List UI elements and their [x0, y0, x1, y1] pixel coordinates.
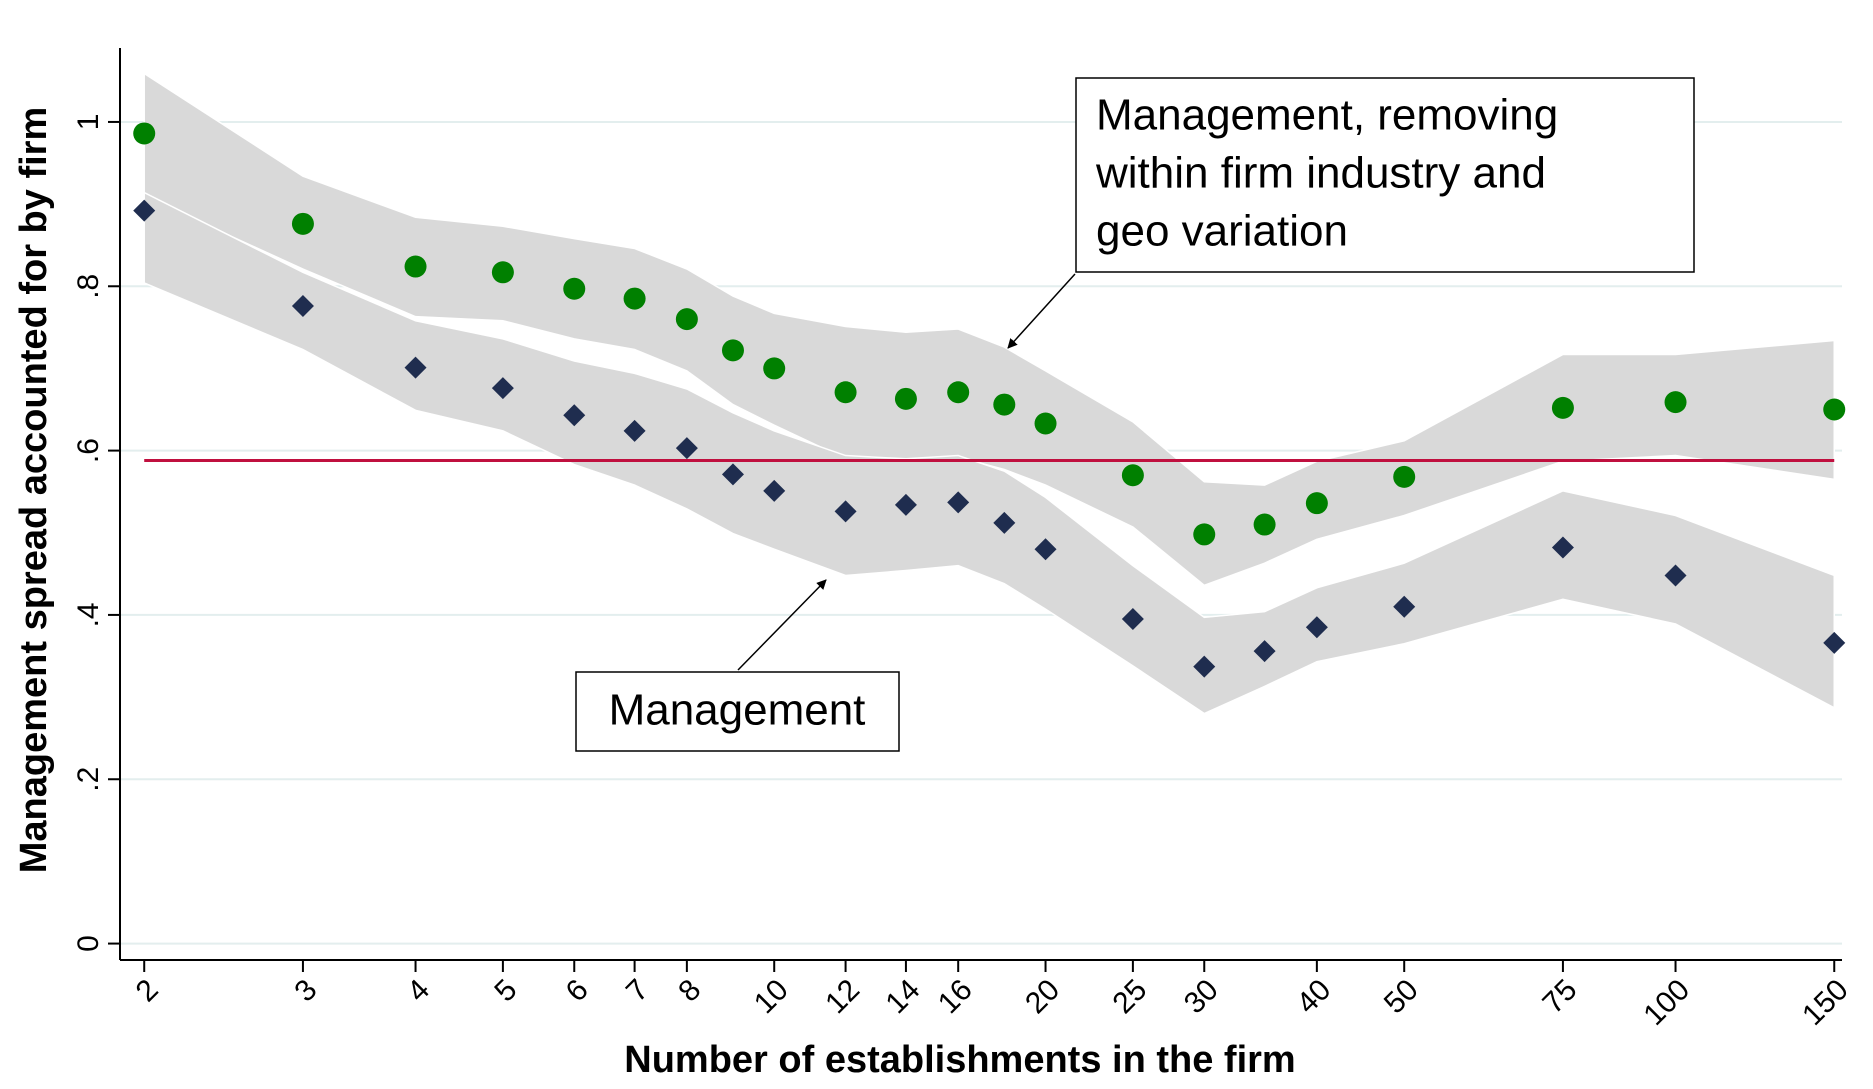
- data-point: [623, 287, 646, 310]
- data-point: [763, 357, 786, 380]
- x-tick-label: 4: [401, 973, 436, 1008]
- x-tick-label: 6: [560, 973, 595, 1008]
- confidence-band: [143, 191, 1835, 715]
- data-point: [675, 308, 698, 331]
- data-point: [1121, 464, 1144, 487]
- annotation-box: [575, 671, 900, 752]
- x-axis-label: Number of establishments in the firm: [624, 1039, 1295, 1081]
- x-tick-label: 14: [880, 973, 927, 1020]
- data-point: [993, 393, 1016, 416]
- data-point: [491, 261, 514, 284]
- data-point: [623, 419, 646, 442]
- x-tick-label: 75: [1537, 973, 1584, 1020]
- annotation-arrow: [1007, 273, 1076, 349]
- data-point: [491, 377, 514, 400]
- data-point: [404, 356, 427, 379]
- x-tick-label: 150: [1796, 973, 1855, 1032]
- annotation-text: geo variation: [1096, 207, 1348, 256]
- data-point: [1305, 492, 1328, 515]
- x-tick-label: 8: [672, 973, 707, 1008]
- data-point: [1393, 465, 1416, 488]
- data-point: [721, 463, 744, 486]
- data-point: [834, 381, 857, 404]
- data-point: [1034, 538, 1057, 561]
- data-point: [894, 387, 917, 410]
- y-tick-label: 0: [72, 935, 105, 952]
- data-point: [834, 500, 857, 523]
- data-point: [1034, 412, 1057, 435]
- data-point: [947, 491, 970, 514]
- x-tick-label: 5: [488, 973, 523, 1008]
- data-point: [1253, 640, 1276, 663]
- x-tick-label: 10: [748, 973, 795, 1020]
- data-point: [1664, 564, 1687, 587]
- data-point: [1551, 536, 1574, 559]
- x-tick-label: 3: [288, 973, 323, 1008]
- data-point: [1551, 396, 1574, 419]
- annotation-arrow: [737, 579, 827, 671]
- confidence-band: [143, 72, 1835, 587]
- annotation-text: Management: [609, 686, 866, 735]
- data-point: [1393, 595, 1416, 618]
- data-point: [133, 122, 156, 145]
- data-point: [291, 212, 314, 235]
- y-tick-label: .2: [72, 767, 105, 792]
- data-point: [1193, 523, 1216, 546]
- x-tick-label: 16: [932, 973, 979, 1020]
- x-tick-label: 40: [1290, 973, 1337, 1020]
- data-point: [1253, 513, 1276, 536]
- data-point: [1121, 608, 1144, 631]
- y-tick-label: .6: [72, 438, 105, 463]
- data-point: [763, 479, 786, 502]
- y-tick-label: .8: [72, 274, 105, 299]
- x-tick-label: 100: [1637, 973, 1696, 1032]
- x-tick-label: 50: [1378, 973, 1425, 1020]
- data-point: [993, 511, 1016, 534]
- x-tick-label: 7: [620, 973, 655, 1008]
- data-point: [404, 255, 427, 278]
- data-point: [1305, 616, 1328, 639]
- data-point: [721, 339, 744, 362]
- annotation-text: Management, removing: [1096, 91, 1558, 140]
- x-tick-label: 12: [819, 973, 866, 1020]
- annotation-box: [1075, 77, 1695, 273]
- data-point: [1823, 631, 1846, 654]
- data-point: [291, 294, 314, 317]
- y-tick-label: .4: [72, 602, 105, 627]
- data-point: [894, 493, 917, 516]
- x-tick-label: 25: [1107, 973, 1154, 1020]
- x-tick-label: 2: [130, 973, 165, 1008]
- data-point: [675, 437, 698, 460]
- data-point: [1664, 391, 1687, 414]
- x-tick-label: 30: [1178, 973, 1225, 1020]
- data-point: [1193, 655, 1216, 678]
- data-point: [563, 277, 586, 300]
- data-point: [1823, 398, 1846, 421]
- x-tick-label: 20: [1019, 973, 1066, 1020]
- y-axis-label: Management spread accounted for by firm: [13, 107, 55, 874]
- data-point: [133, 199, 156, 222]
- data-point: [563, 404, 586, 427]
- y-tick-label: 1: [72, 114, 105, 131]
- data-point: [947, 381, 970, 404]
- annotation-text: within firm industry and: [1095, 149, 1546, 198]
